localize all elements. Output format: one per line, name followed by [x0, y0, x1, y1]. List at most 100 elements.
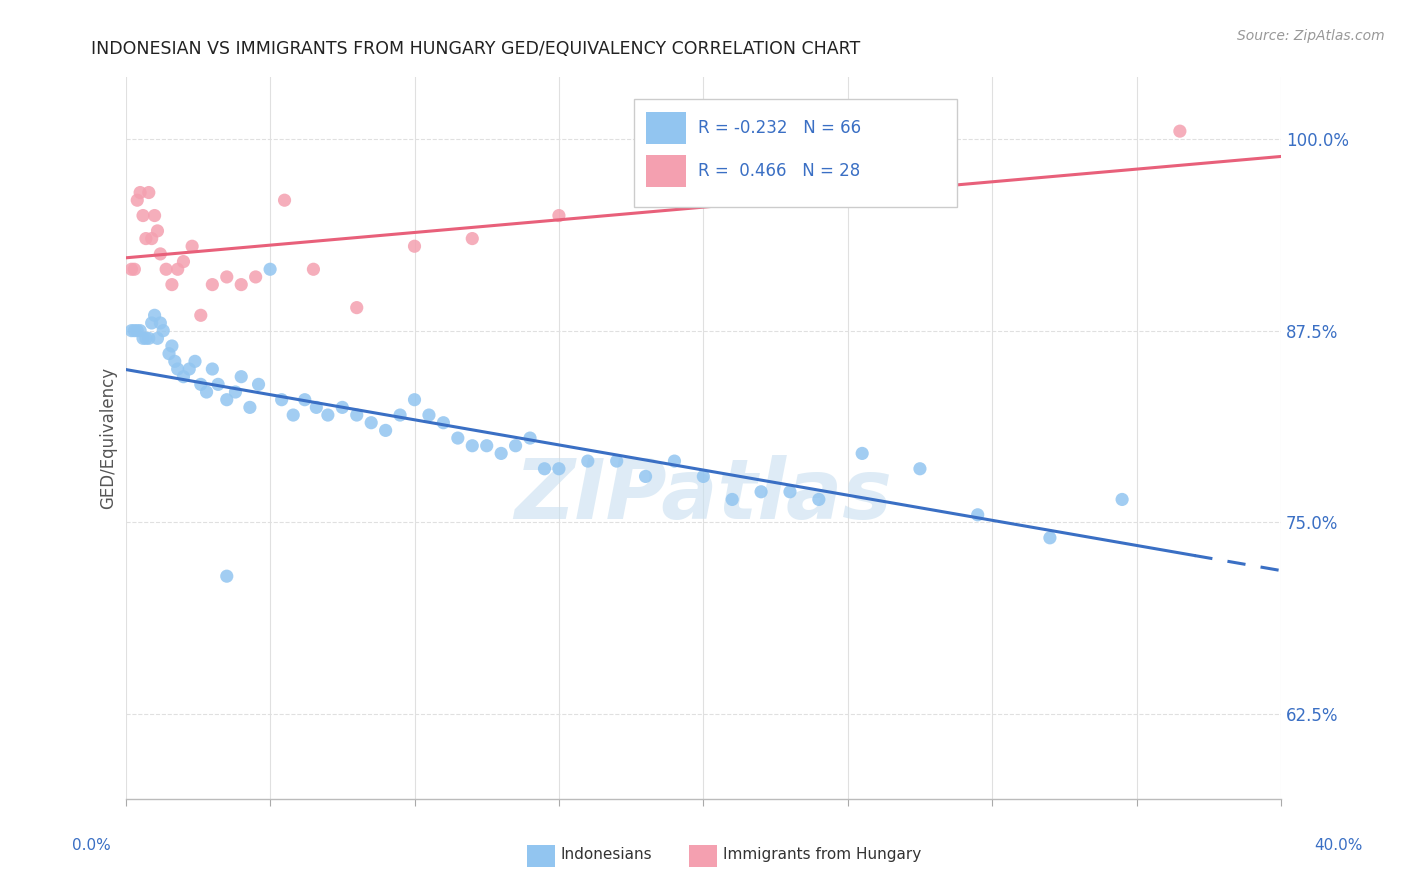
Point — [166, 262, 188, 277]
Point — [533, 462, 555, 476]
Point — [1168, 124, 1191, 138]
Point — [143, 209, 166, 223]
Point — [224, 384, 246, 399]
Point — [1039, 531, 1062, 545]
Point — [404, 392, 426, 407]
Point — [966, 508, 988, 522]
Point — [548, 462, 571, 476]
Point — [245, 269, 267, 284]
Point — [129, 324, 152, 338]
Point — [141, 231, 163, 245]
Point — [721, 492, 744, 507]
Text: Indonesians: Indonesians — [561, 847, 652, 862]
Point — [692, 469, 714, 483]
Point — [129, 186, 152, 200]
Point — [172, 254, 194, 268]
Point — [404, 239, 426, 253]
Point — [270, 392, 292, 407]
Text: ZIPatlas: ZIPatlas — [515, 455, 893, 536]
Point — [807, 492, 830, 507]
Point — [548, 209, 571, 223]
Point — [201, 362, 224, 376]
Point — [146, 224, 169, 238]
Point — [273, 193, 295, 207]
Point — [302, 262, 325, 277]
Point — [519, 431, 541, 445]
Point — [146, 331, 169, 345]
Point — [283, 408, 305, 422]
Point — [215, 569, 238, 583]
Point — [475, 439, 498, 453]
Y-axis label: GED/Equivalency: GED/Equivalency — [100, 367, 117, 509]
Point — [432, 416, 454, 430]
Point — [179, 362, 201, 376]
Point — [135, 231, 157, 245]
Point — [664, 454, 686, 468]
Point — [152, 324, 174, 338]
Text: INDONESIAN VS IMMIGRANTS FROM HUNGARY GED/EQUIVALENCY CORRELATION CHART: INDONESIAN VS IMMIGRANTS FROM HUNGARY GE… — [91, 40, 860, 58]
Point — [851, 446, 873, 460]
Point — [606, 454, 628, 468]
Point — [181, 239, 204, 253]
Point — [166, 362, 188, 376]
Point — [172, 369, 194, 384]
Point — [330, 401, 353, 415]
Point — [239, 401, 262, 415]
Point — [215, 392, 238, 407]
Point — [184, 354, 207, 368]
Point — [749, 484, 772, 499]
Point — [132, 209, 155, 223]
Point — [259, 262, 281, 277]
Text: R = -0.232   N = 66: R = -0.232 N = 66 — [697, 119, 860, 137]
Point — [155, 814, 177, 829]
Point — [346, 408, 368, 422]
Point — [149, 316, 172, 330]
Point — [190, 377, 212, 392]
Point — [149, 247, 172, 261]
Point — [135, 331, 157, 345]
FancyBboxPatch shape — [645, 155, 686, 187]
Point — [346, 301, 368, 315]
Point — [121, 262, 143, 277]
Point — [294, 392, 316, 407]
Point — [127, 193, 149, 207]
Point — [461, 439, 484, 453]
Point — [461, 231, 484, 245]
Text: 40.0%: 40.0% — [1315, 838, 1362, 853]
Point — [160, 339, 183, 353]
Point — [489, 446, 512, 460]
Point — [305, 401, 328, 415]
Point — [160, 277, 183, 292]
Point — [779, 484, 801, 499]
Text: Immigrants from Hungary: Immigrants from Hungary — [723, 847, 921, 862]
Point — [374, 424, 396, 438]
Point — [1111, 492, 1133, 507]
Point — [908, 462, 931, 476]
Point — [231, 277, 253, 292]
FancyBboxPatch shape — [634, 99, 957, 207]
Point — [447, 431, 470, 445]
Point — [316, 408, 339, 422]
Point — [157, 346, 180, 360]
Point — [124, 262, 146, 277]
Point — [163, 354, 186, 368]
Point — [190, 308, 212, 322]
Point — [215, 269, 238, 284]
Text: R =  0.466   N = 28: R = 0.466 N = 28 — [697, 162, 860, 180]
FancyBboxPatch shape — [645, 112, 686, 145]
Point — [132, 331, 155, 345]
Point — [247, 377, 270, 392]
Point — [576, 454, 599, 468]
Text: 0.0%: 0.0% — [72, 838, 111, 853]
Point — [389, 408, 412, 422]
Point — [155, 262, 177, 277]
Point — [141, 316, 163, 330]
Point — [634, 469, 657, 483]
Point — [201, 277, 224, 292]
Point — [143, 308, 166, 322]
Point — [360, 416, 382, 430]
Point — [418, 408, 440, 422]
Text: Source: ZipAtlas.com: Source: ZipAtlas.com — [1237, 29, 1385, 43]
Point — [127, 324, 149, 338]
Point — [207, 377, 229, 392]
